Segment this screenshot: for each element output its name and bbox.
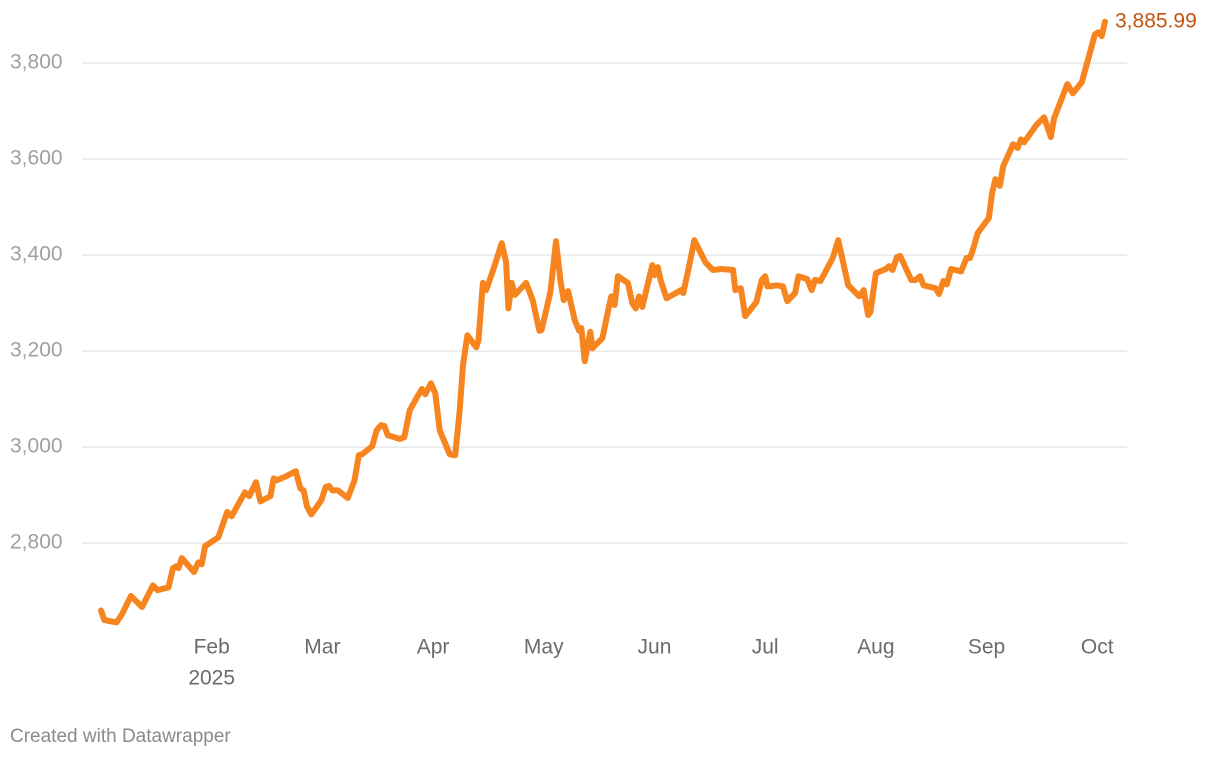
y-tick-label: 3,000: [10, 435, 63, 458]
y-tick-label: 3,200: [10, 339, 63, 362]
line: [98, 18, 1108, 626]
x-tick-label: Aug: [857, 636, 894, 659]
credit: Created with Datawrapper: [10, 726, 231, 747]
x-tick-label: Apr: [417, 636, 450, 659]
x-tick-label: Jul: [752, 636, 779, 659]
x-tick-label: May: [524, 636, 564, 659]
x-tick-label: Sep: [968, 636, 1005, 659]
y-tick-label: 3,800: [10, 51, 63, 74]
x-tick-label: Feb: [194, 636, 230, 659]
y-tick-label: 2,800: [10, 531, 63, 554]
y-tick-label: 3,600: [10, 147, 63, 170]
value-label: 3,885.99: [1115, 9, 1197, 32]
y-tick-label: 3,400: [10, 243, 63, 266]
x-tick-label: Jun: [638, 636, 672, 659]
x-tick-label: Oct: [1081, 636, 1114, 659]
x-tick-label: Mar: [304, 636, 340, 659]
x-year-label: 2025: [188, 667, 235, 690]
